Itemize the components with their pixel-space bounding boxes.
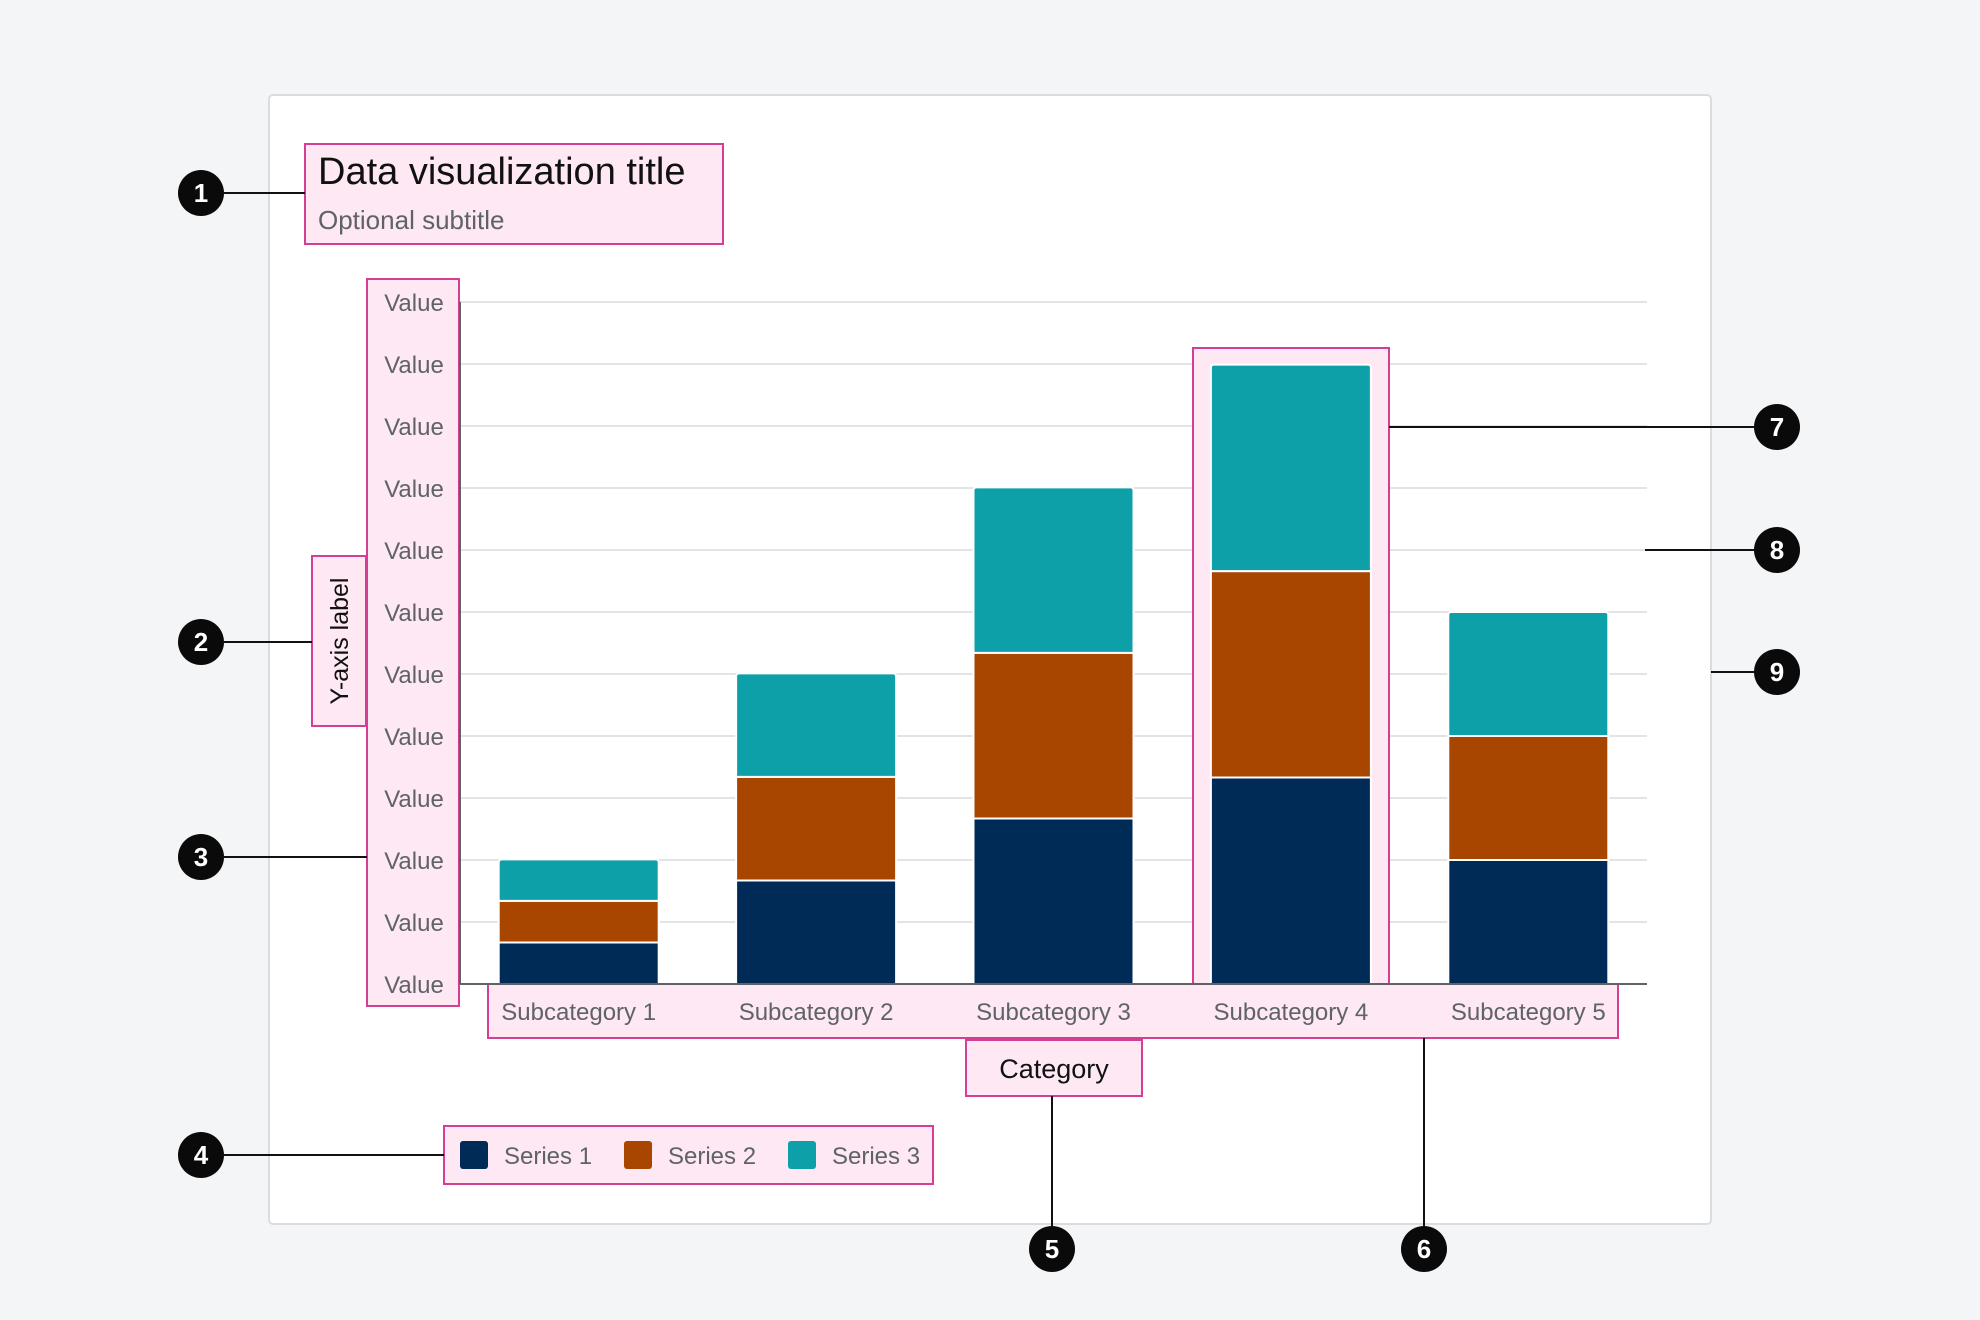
bar-segment-3-series-1 xyxy=(972,817,1135,985)
bar-segment-4-series-3 xyxy=(1209,363,1372,573)
legend-item-series-3: Series 3 xyxy=(788,1141,920,1170)
y-axis-label: Y-axis label xyxy=(326,578,354,705)
chart-subtitle: Optional subtitle xyxy=(318,205,504,235)
callout-7: 7 xyxy=(1754,404,1800,450)
callout-9: 9 xyxy=(1754,649,1800,695)
bar-segment-2-series-1 xyxy=(735,879,898,985)
bar-segment-5-series-3 xyxy=(1447,611,1610,737)
y-tick-label: Value xyxy=(384,600,444,627)
bar-segments xyxy=(497,363,1610,985)
bar-segment-3-series-2 xyxy=(972,651,1135,820)
x-tick-label: Subcategory 5 xyxy=(1451,999,1606,1026)
callout-number: 2 xyxy=(194,627,208,657)
y-tick-label: Value xyxy=(384,538,444,565)
callout-1: 1 xyxy=(178,170,224,216)
callout-number: 1 xyxy=(194,178,208,208)
legend-swatch xyxy=(460,1141,488,1169)
y-tick-label: Value xyxy=(384,910,444,937)
x-tick-labels: Subcategory 1 Subcategory 2 Subcategory 3 S… xyxy=(501,999,1605,1026)
x-tick-label: Subcategory 3 xyxy=(976,999,1131,1026)
x-axis-label: Category xyxy=(999,1054,1109,1084)
bar-segment-4-series-1 xyxy=(1209,776,1372,985)
y-tick-label: Value xyxy=(384,724,444,751)
callout-number: 5 xyxy=(1045,1234,1059,1264)
legend-label: Series 2 xyxy=(668,1143,756,1170)
bar-segment-1-series-1 xyxy=(497,941,660,985)
legend-swatch xyxy=(624,1141,652,1169)
bar-segment-1-series-2 xyxy=(497,899,660,944)
callout-number: 8 xyxy=(1770,535,1784,565)
y-tick-label: Value xyxy=(384,476,444,503)
y-tick-label: Value xyxy=(384,972,444,999)
callout-8: 8 xyxy=(1754,527,1800,573)
chart-title: Data visualization title xyxy=(318,151,686,193)
legend-label: Series 3 xyxy=(832,1143,920,1170)
y-axis-label-highlight xyxy=(311,555,367,727)
bar-segment-3-series-3 xyxy=(972,486,1135,654)
y-tick-labels-highlight xyxy=(366,278,460,1007)
x-tick-label: Subcategory 4 xyxy=(1214,999,1369,1026)
legend-item-series-2: Series 2 xyxy=(624,1141,756,1170)
leader-lines xyxy=(224,192,1754,1226)
callout-number: 7 xyxy=(1770,412,1784,442)
bar-segment-2-series-3 xyxy=(735,672,898,778)
x-axis-label-highlight xyxy=(965,1039,1143,1097)
x-tick-labels-highlight xyxy=(487,983,1619,1039)
bar-segment-1-series-3 xyxy=(497,858,660,902)
callout-number: 3 xyxy=(194,842,208,872)
callout-number: 4 xyxy=(194,1140,209,1170)
legend: Series 1 Series 2 Series 3 xyxy=(460,1141,920,1170)
callout-number: 9 xyxy=(1770,657,1784,687)
y-tick-label: Value xyxy=(384,786,444,813)
bar-segment-5-series-2 xyxy=(1447,735,1610,861)
legend-label: Series 1 xyxy=(504,1143,592,1170)
legend-highlight xyxy=(443,1125,934,1185)
legend-swatch xyxy=(788,1141,816,1169)
bar-segment-4-series-2 xyxy=(1209,570,1372,779)
y-tick-label: Value xyxy=(384,352,444,379)
callout-6: 6 xyxy=(1401,1226,1447,1272)
y-tick-labels: Value Value Value Value Value Value Value Value… xyxy=(384,290,444,999)
title-highlight xyxy=(304,143,724,245)
callout-3: 3 xyxy=(178,834,224,880)
x-tick-label: Subcategory 2 xyxy=(739,999,894,1026)
callout-2: 2 xyxy=(178,619,224,665)
y-tick-label: Value xyxy=(384,848,444,875)
x-tick-label: Subcategory 1 xyxy=(501,999,656,1026)
legend-item-series-1: Series 1 xyxy=(460,1141,592,1170)
callout-4: 4 xyxy=(178,1132,224,1178)
callout-number: 6 xyxy=(1417,1234,1431,1264)
y-tick-label: Value xyxy=(384,662,444,689)
bar-segment-5-series-1 xyxy=(1447,859,1610,985)
y-tick-label: Value xyxy=(384,290,444,317)
bar-segment-2-series-2 xyxy=(735,775,898,882)
callout-5: 5 xyxy=(1029,1226,1075,1272)
y-tick-label: Value xyxy=(384,414,444,441)
